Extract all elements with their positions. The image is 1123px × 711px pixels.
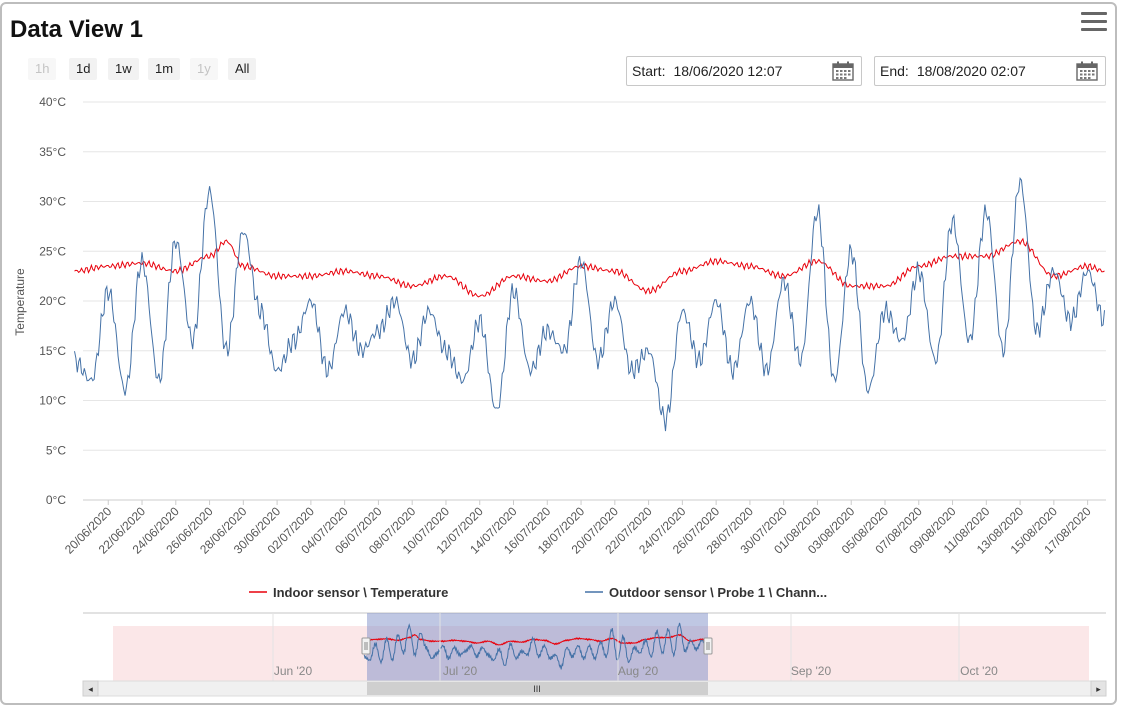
navigator-line-indoor: [364, 633, 708, 646]
zoom-button-1y[interactable]: 1y: [190, 58, 218, 80]
navigator[interactable]: Jun '20 Jul '20 Aug '20 Sep '20 Oct '20: [83, 612, 1106, 681]
zoom-button-1w[interactable]: 1w: [108, 58, 139, 80]
scrollbar-thumb-grip: III: [533, 684, 541, 694]
y-tick-label: 20°C: [39, 294, 66, 308]
navigator-month-label: Oct '20: [960, 664, 998, 678]
series-line-indoor[interactable]: [74, 237, 1105, 298]
zoom-button-label: 1w: [115, 61, 132, 76]
y-tick-label: 35°C: [39, 145, 66, 159]
page-title: Data View 1: [10, 16, 143, 43]
start-date-field[interactable]: Start: 18/06/2020 12:07: [626, 56, 862, 86]
navigator-scrollbar[interactable]: ◂ ▸ III: [82, 680, 1107, 697]
legend-item-indoor[interactable]: Indoor sensor \ Temperature: [273, 585, 448, 600]
start-label: Start:: [632, 63, 666, 79]
navigator-month-label: Jul '20: [443, 664, 478, 678]
end-date-value[interactable]: 18/08/2020 02:07: [916, 63, 1026, 79]
navigator-series: [363, 622, 708, 670]
y-tick-label: 40°C: [39, 95, 66, 109]
navigator-left-handle[interactable]: [361, 637, 371, 655]
scrollbar-thumb[interactable]: [367, 682, 708, 695]
y-tick-label: 15°C: [39, 344, 66, 358]
calendar-icon[interactable]: [1076, 61, 1098, 81]
zoom-button-label: 1h: [35, 61, 50, 76]
legend[interactable]: Indoor sensor \ Temperature Outdoor sens…: [249, 585, 827, 600]
navigator-month-label: Aug '20: [618, 664, 659, 678]
y-tick-label: 30°C: [39, 195, 66, 209]
y-axis-label: Temperature: [13, 268, 27, 336]
x-axis-ticks: 20/06/202022/06/202024/06/202026/06/2020…: [62, 500, 1094, 557]
navigator-month-labels: Jun '20 Jul '20 Aug '20 Sep '20 Oct '20: [272, 613, 998, 681]
grid-lines: [83, 101, 1106, 501]
zoom-button-label: 1d: [76, 61, 91, 76]
y-tick-label: 5°C: [46, 443, 66, 457]
series-lines[interactable]: [74, 176, 1105, 432]
calendar-icon[interactable]: [832, 61, 854, 81]
end-label: End:: [880, 63, 909, 79]
y-tick-label: 0°C: [46, 493, 66, 507]
legend-item-outdoor[interactable]: Outdoor sensor \ Probe 1 \ Chann...: [609, 585, 827, 600]
scroll-right-button[interactable]: [1090, 680, 1107, 697]
zoom-button-all[interactable]: All: [228, 58, 257, 80]
zoom-button-label: 1m: [155, 61, 174, 76]
scroll-left-button[interactable]: [82, 680, 99, 697]
start-date-value[interactable]: 18/06/2020 12:07: [673, 63, 783, 79]
navigator-selected-range[interactable]: [367, 613, 708, 681]
chevron-right-icon: ▸: [1096, 684, 1101, 694]
hamburger-menu-icon[interactable]: [1081, 12, 1107, 34]
navigator-month-label: Sep '20: [791, 664, 832, 678]
navigator-month-label: Jun '20: [274, 664, 313, 678]
end-date-field[interactable]: End: 18/08/2020 02:07: [874, 56, 1106, 86]
zoom-button-1m[interactable]: 1m: [148, 58, 181, 80]
series-line-outdoor[interactable]: [74, 176, 1105, 432]
zoom-button-label: 1y: [197, 61, 211, 76]
zoom-button-label: All: [235, 61, 250, 76]
navigator-right-handle[interactable]: [703, 637, 713, 655]
zoom-button-1h[interactable]: 1h: [28, 58, 57, 80]
navigator-line-outdoor: [363, 622, 708, 670]
chevron-left-icon: ◂: [88, 684, 93, 694]
y-axis-ticks: 0°C 5°C 10°C 15°C 20°C 25°C 30°C 35°C 40°C: [39, 95, 66, 507]
zoom-button-1d[interactable]: 1d: [69, 58, 98, 80]
y-tick-label: 25°C: [39, 244, 66, 258]
y-tick-label: 10°C: [39, 394, 66, 408]
